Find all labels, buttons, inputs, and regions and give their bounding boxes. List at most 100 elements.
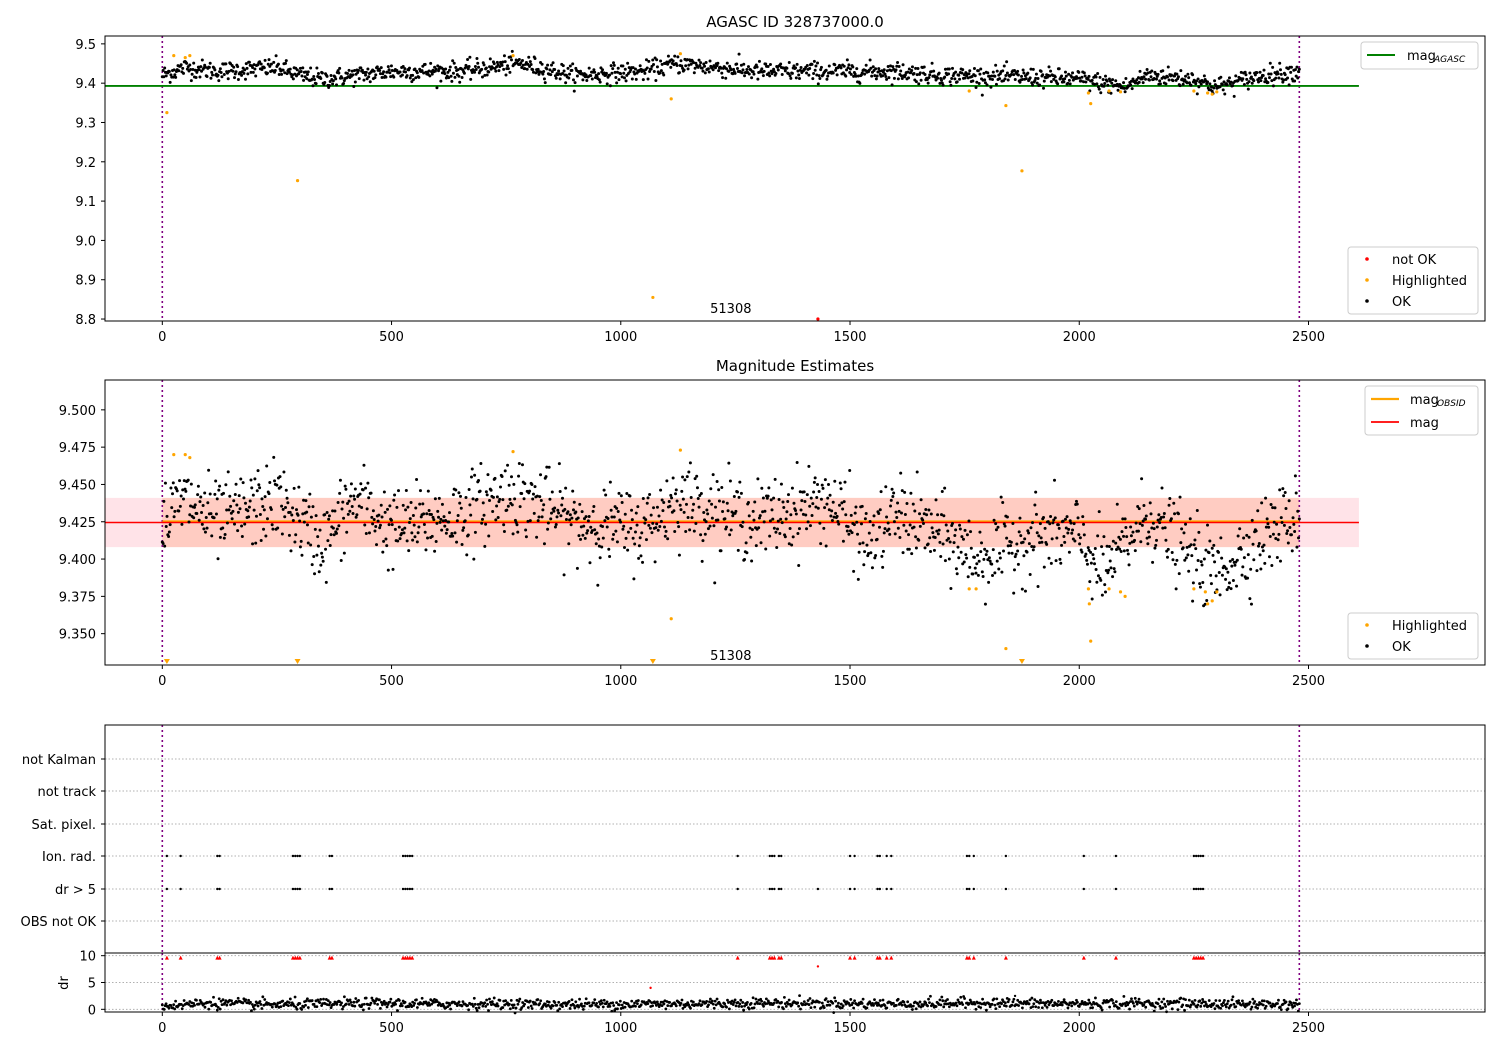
ok-point	[539, 999, 543, 1003]
ok-point	[1279, 72, 1283, 76]
ok-point	[521, 63, 525, 67]
ok-point	[1219, 75, 1223, 79]
ok-point	[728, 64, 732, 68]
ok-point	[783, 1002, 787, 1006]
ok-point	[263, 58, 267, 62]
ok-point	[394, 1002, 397, 1006]
ok-point	[306, 541, 310, 545]
ok-point	[840, 501, 844, 505]
ok-point	[189, 79, 193, 83]
ok-point	[692, 529, 696, 533]
ok-point	[806, 999, 810, 1002]
ok-point	[834, 511, 838, 515]
flag-point	[298, 854, 302, 858]
ok-point	[734, 1004, 738, 1008]
ok-point	[353, 69, 357, 73]
ok-point	[470, 467, 474, 471]
ok-point	[1146, 542, 1150, 546]
ok-point	[923, 73, 927, 77]
ok-point	[361, 1008, 365, 1012]
ok-point	[1012, 568, 1016, 572]
ok-point	[571, 78, 575, 82]
ok-point	[520, 66, 524, 70]
ok-point	[617, 1003, 621, 1007]
ok-point	[1167, 503, 1171, 507]
legend-box	[1347, 612, 1479, 660]
ok-point	[564, 81, 568, 85]
ok-point	[788, 74, 792, 78]
ok-point	[747, 514, 751, 518]
ok-point	[780, 1001, 783, 1004]
ok-point	[1163, 526, 1167, 530]
ok-point	[1192, 543, 1196, 547]
x-tick-label: 2000	[1063, 674, 1096, 689]
ok-point	[213, 68, 217, 72]
ok-point	[675, 499, 679, 503]
ok-point	[612, 61, 616, 65]
ok-point	[720, 485, 724, 489]
ok-point	[1270, 564, 1274, 568]
ok-point	[1206, 523, 1210, 527]
ok-point	[739, 491, 743, 495]
ok-point	[1061, 519, 1065, 523]
ok-point	[1096, 534, 1100, 538]
ok-point	[324, 547, 328, 551]
ok-point	[673, 529, 677, 533]
ok-point	[1073, 539, 1077, 543]
ok-point	[699, 533, 703, 537]
ok-point	[983, 602, 987, 606]
ok-point	[1050, 998, 1054, 1002]
ok-point	[707, 499, 711, 503]
ok-point	[684, 530, 688, 534]
ok-point	[772, 526, 776, 530]
ok-point	[355, 513, 359, 517]
ok-point	[161, 69, 165, 73]
ok-point	[918, 71, 922, 75]
ok-point	[531, 497, 535, 501]
ok-point	[484, 1004, 488, 1008]
ok-point	[312, 555, 316, 559]
ok-point	[755, 65, 759, 69]
ok-point	[429, 513, 433, 517]
ok-point	[584, 73, 588, 77]
highlighted-point	[678, 52, 682, 56]
ok-point	[261, 995, 265, 999]
ok-point	[867, 531, 871, 535]
ok-point	[1119, 549, 1123, 553]
ok-point	[894, 1004, 898, 1007]
ok-point	[927, 508, 931, 512]
ok-point	[414, 76, 418, 80]
ok-point	[1251, 542, 1255, 546]
ok-point	[802, 1000, 806, 1004]
ok-point	[291, 518, 295, 522]
ok-point	[167, 1006, 171, 1010]
ok-point	[508, 1007, 512, 1011]
ok-point	[575, 566, 579, 570]
ok-point	[589, 525, 593, 529]
ok-point	[1191, 581, 1195, 585]
below-range-marker	[163, 659, 170, 664]
ok-point	[260, 68, 264, 72]
ok-point	[324, 580, 328, 584]
flag-point	[878, 854, 882, 858]
ok-point	[1131, 1001, 1135, 1005]
ok-point	[855, 520, 859, 524]
ok-point	[167, 70, 171, 74]
ok-point	[221, 998, 225, 1002]
ok-point	[1270, 79, 1274, 83]
ok-point	[659, 488, 663, 492]
ok-point	[1134, 521, 1138, 525]
ok-point	[745, 551, 749, 555]
ok-point	[255, 489, 259, 493]
ok-point	[1131, 530, 1135, 534]
ok-point	[204, 515, 208, 519]
ok-point	[868, 519, 872, 523]
ok-point	[931, 531, 935, 535]
ok-point	[883, 1004, 887, 1007]
ok-point	[372, 69, 376, 73]
ok-point	[1196, 1003, 1200, 1007]
legend-subscript-obsid: OBSID	[1437, 399, 1466, 409]
flag-point	[1201, 854, 1205, 858]
ok-point	[1113, 570, 1117, 574]
ok-point	[1027, 1002, 1031, 1006]
